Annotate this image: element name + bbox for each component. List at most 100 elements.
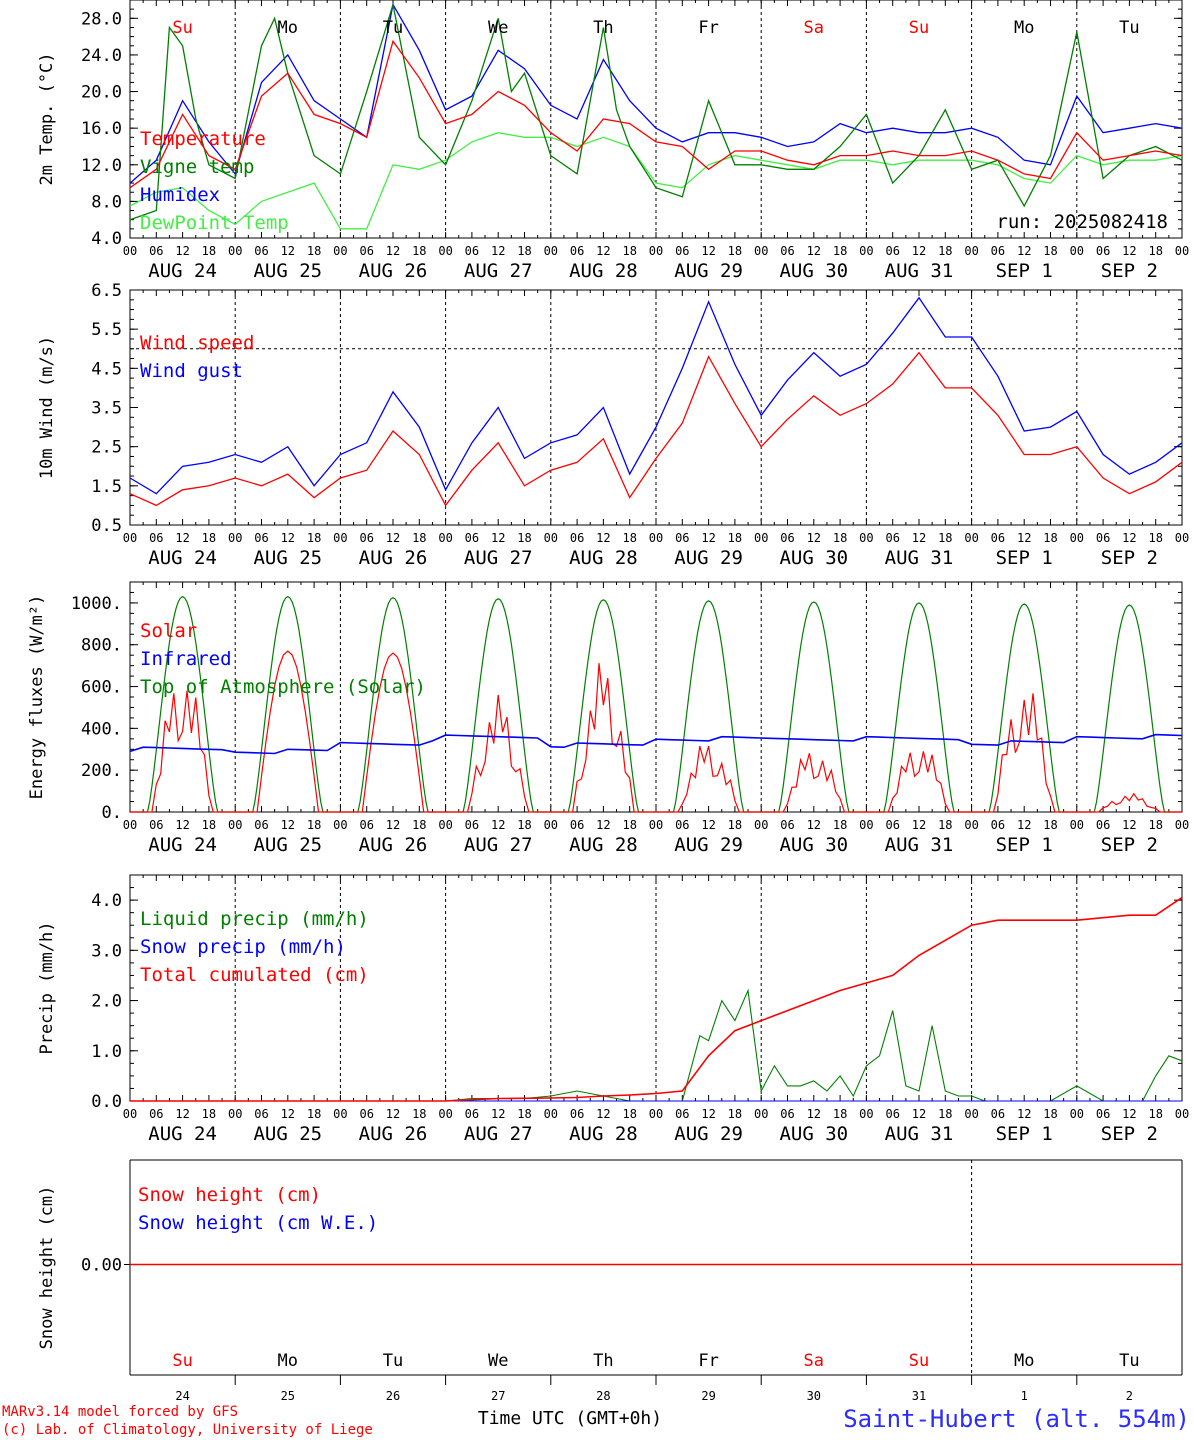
hour-tick-label: 12 <box>596 531 610 545</box>
hour-tick-label: 12 <box>175 1107 189 1121</box>
hour-tick-label: 00 <box>1175 244 1189 258</box>
y-tick-label: 0.00 <box>81 1256 122 1276</box>
hour-tick-label: 00 <box>964 818 978 832</box>
date-label: AUG 26 <box>359 834 428 856</box>
date-label: AUG 24 <box>148 1123 217 1145</box>
hour-tick-label: 00 <box>228 531 242 545</box>
legend-entry: DewPoint Temp <box>140 212 289 234</box>
y-axis-title: Energy fluxes (W/m²) <box>27 595 47 800</box>
hour-tick-label: 12 <box>912 531 926 545</box>
hour-tick-label: 18 <box>1043 1107 1057 1121</box>
date-label: SEP 1 <box>996 547 1053 569</box>
hour-tick-label: 12 <box>912 244 926 258</box>
date-label: AUG 28 <box>569 547 638 569</box>
day-name-label: Mo <box>1014 1351 1034 1371</box>
y-axis-title: 10m Wind (m/s) <box>37 336 57 479</box>
date-label: AUG 31 <box>885 834 954 856</box>
hour-tick-label: 06 <box>254 1107 268 1121</box>
station-name: Saint-Hubert (alt. 554m) <box>843 1405 1190 1433</box>
hour-tick-label: 00 <box>649 818 663 832</box>
day-name-label: Su <box>909 18 929 38</box>
y-tick-label: 3.5 <box>91 399 122 419</box>
hour-tick-label: 00 <box>649 1107 663 1121</box>
day-name-label: We <box>488 1351 508 1371</box>
y-axis-title: 2m Temp. (°C) <box>37 52 57 185</box>
model-credit: MARv3.14 model forced by GFS <box>2 1404 238 1420</box>
date-label: AUG 26 <box>359 260 428 282</box>
y-tick-label: 8.0 <box>91 192 122 212</box>
wind-series-line <box>129 296 1183 495</box>
y-tick-label: 600. <box>81 678 122 698</box>
hour-tick-label: 06 <box>465 531 479 545</box>
date-label: AUG 24 <box>148 834 217 856</box>
hour-tick-label: 06 <box>570 531 584 545</box>
hour-tick-label: 06 <box>780 818 794 832</box>
hour-tick-label: 18 <box>307 818 321 832</box>
date-label: SEP 1 <box>996 1123 1053 1145</box>
hour-tick-label: 18 <box>1043 531 1057 545</box>
hour-tick-label: 12 <box>491 1107 505 1121</box>
y-tick-label: 2.5 <box>91 438 122 458</box>
hour-tick-label: 18 <box>728 818 742 832</box>
hour-tick-label: 12 <box>175 244 189 258</box>
y-tick-label: 800. <box>81 636 122 656</box>
hour-tick-label: 00 <box>859 244 873 258</box>
day-number-label: 28 <box>596 1389 610 1403</box>
hour-tick-label: 12 <box>386 1107 400 1121</box>
date-label: AUG 30 <box>779 1123 848 1145</box>
legend-entry: Humidex <box>140 184 220 206</box>
hour-tick-label: 06 <box>149 244 163 258</box>
hour-tick-label: 06 <box>675 818 689 832</box>
hour-tick-label: 00 <box>333 818 347 832</box>
day-number-label: 2 <box>1126 1389 1133 1403</box>
hour-tick-label: 06 <box>465 818 479 832</box>
legend-entry: Wind gust <box>140 360 243 382</box>
hour-tick-label: 06 <box>1096 1107 1110 1121</box>
hour-tick-label: 18 <box>622 531 636 545</box>
hour-tick-label: 18 <box>307 1107 321 1121</box>
hour-tick-label: 18 <box>1148 531 1162 545</box>
date-label: AUG 29 <box>674 547 743 569</box>
hour-tick-label: 12 <box>491 531 505 545</box>
hour-tick-label: 00 <box>228 818 242 832</box>
hour-tick-label: 12 <box>701 818 715 832</box>
temp-series-line <box>129 39 1183 189</box>
hour-tick-label: 18 <box>412 531 426 545</box>
hour-tick-label: 06 <box>991 244 1005 258</box>
day-name-label: Mo <box>278 1351 298 1371</box>
day-name-label: We <box>488 18 508 38</box>
hour-tick-label: 12 <box>281 531 295 545</box>
day-name-label: Tu <box>383 18 403 38</box>
temp-series-line <box>129 2 1183 184</box>
hour-tick-label: 12 <box>1017 244 1031 258</box>
hour-tick-label: 12 <box>386 531 400 545</box>
y-tick-label: 4.0 <box>91 229 122 249</box>
legend-entry: Temperature <box>140 128 266 150</box>
day-name-label: Tu <box>1119 18 1139 38</box>
day-name-label: Th <box>593 18 613 38</box>
hour-tick-label: 12 <box>175 818 189 832</box>
hour-tick-label: 00 <box>1070 244 1084 258</box>
hour-tick-label: 00 <box>964 531 978 545</box>
legend-entry: Total cumulated (cm) <box>140 964 369 986</box>
date-label: SEP 2 <box>1101 1123 1158 1145</box>
hour-tick-label: 00 <box>438 818 452 832</box>
legend-entry: Solar <box>140 620 197 642</box>
y-tick-label: 1.5 <box>91 477 122 497</box>
hour-tick-label: 00 <box>228 1107 242 1121</box>
hour-tick-label: 12 <box>701 531 715 545</box>
hour-tick-label: 00 <box>1070 531 1084 545</box>
date-label: AUG 30 <box>779 260 848 282</box>
hour-tick-label: 18 <box>833 244 847 258</box>
day-name-label: Sa <box>804 18 824 38</box>
date-label: AUG 27 <box>464 834 533 856</box>
hour-tick-label: 00 <box>333 244 347 258</box>
day-name-label: Mo <box>1014 18 1034 38</box>
day-name-label: Fr <box>698 1351 718 1371</box>
y-tick-label: 16.0 <box>81 119 122 139</box>
hour-tick-label: 18 <box>938 531 952 545</box>
hour-tick-label: 12 <box>386 818 400 832</box>
hour-tick-label: 06 <box>570 1107 584 1121</box>
day-name-label: Su <box>172 1351 192 1371</box>
hour-tick-label: 06 <box>254 531 268 545</box>
